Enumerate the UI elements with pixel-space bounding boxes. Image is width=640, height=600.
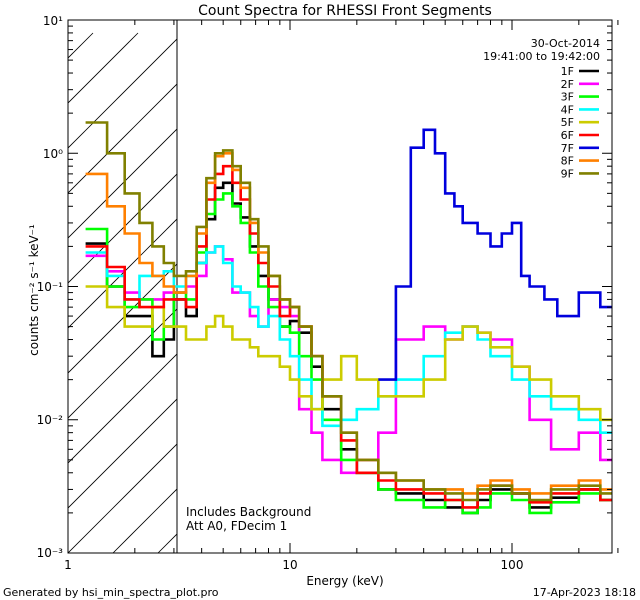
series-1F: [85, 181, 612, 515]
series-5F: [85, 285, 612, 422]
state-note: Att A0, FDecim 1: [186, 519, 287, 533]
hatch-line: [112, 488, 177, 553]
y-tick-label-1e1: 10¹: [43, 14, 63, 28]
x-tick-label-10: 10: [282, 558, 297, 572]
legend-label-3F: 3F: [561, 91, 574, 104]
series-group: [85, 121, 612, 515]
legend-label-1F: 1F: [561, 65, 574, 78]
hatch-line: [68, 443, 177, 553]
series-3F: [85, 192, 612, 515]
series-2F: [85, 245, 612, 475]
x-tick-label-100: 100: [501, 558, 524, 572]
x-tick-label-1: 1: [64, 558, 72, 572]
footer-generator: Generated by hsi_min_spectra_plot.pro: [3, 586, 219, 599]
hatch-line: [68, 263, 177, 374]
legend-label-2F: 2F: [561, 78, 574, 91]
legend-label-8F: 8F: [561, 155, 574, 168]
axis-ticks: [67, 20, 619, 554]
series-6F: [85, 164, 612, 509]
y-tick-label-1e-2: 10⁻²: [37, 413, 64, 427]
time-range-label: 19:41:00 to 19:42:00: [483, 50, 600, 63]
y-tick-label-1e-1: 10⁻¹: [37, 280, 64, 294]
series-4F: [85, 245, 612, 434]
hatch-line: [68, 398, 177, 509]
legend-label-6F: 6F: [561, 129, 574, 142]
date-label: 30-Oct-2014: [531, 37, 600, 50]
hatch-line: [68, 38, 177, 149]
legend-label-5F: 5F: [561, 116, 574, 129]
legend-label-7F: 7F: [561, 142, 574, 155]
x-axis-label: Energy (keV): [306, 574, 383, 588]
chart-title: Count Spectra for RHESSI Front Segments: [198, 3, 492, 19]
series-7F: [378, 128, 612, 381]
background-note: Includes Background: [186, 505, 311, 519]
legend-label-9F: 9F: [561, 167, 574, 180]
y-tick-label-1e-3: 10⁻³: [37, 546, 64, 560]
legend-label-4F: 4F: [561, 103, 574, 116]
footer-timestamp: 17-Apr-2023 18:18: [533, 586, 636, 599]
y-tick-label-1e0: 10⁰: [43, 147, 63, 161]
series-9F: [85, 121, 612, 502]
hatch-line: [68, 83, 177, 194]
hatch-line: [68, 218, 177, 329]
hatched-region: [68, 32, 640, 553]
y-axis-label: counts cm⁻² s⁻¹ keV⁻¹: [27, 224, 41, 356]
hatch-line: [473, 33, 640, 553]
